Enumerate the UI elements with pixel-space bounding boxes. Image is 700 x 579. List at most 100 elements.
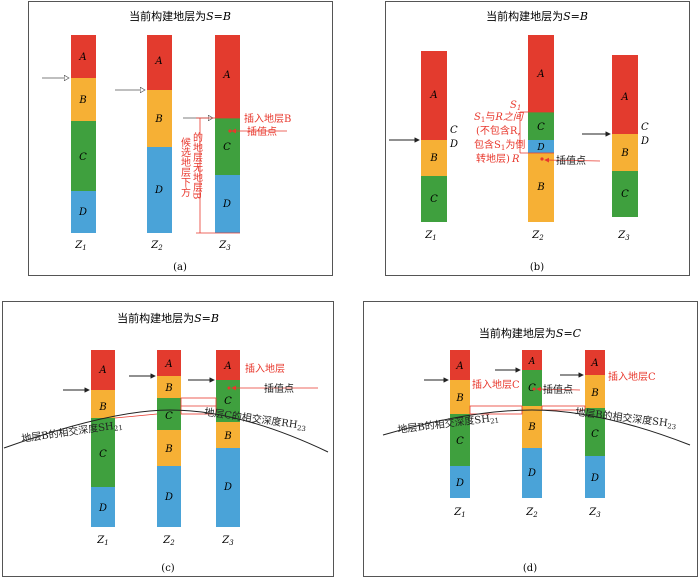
layer-A xyxy=(157,350,181,376)
layer-label: B xyxy=(455,393,463,404)
candidate-text-col1: 候选地层下方 xyxy=(179,136,191,198)
layer-label: D xyxy=(164,492,173,503)
column-label: Z2 xyxy=(162,535,175,547)
layer-C xyxy=(215,118,240,175)
layer-D xyxy=(216,448,240,527)
layer-label: C xyxy=(79,152,87,163)
insert-layer-label: 插入地层B xyxy=(244,112,291,125)
panel-b-title: 当前构建地层为S=B xyxy=(486,9,588,23)
candidate-text-col2: 的地层无地层B xyxy=(191,131,203,200)
layer-label: B xyxy=(536,182,544,193)
svg-text:包含S1为倒: 包含S1为倒 xyxy=(474,138,525,152)
layer-label: C xyxy=(165,411,173,422)
panel-d: 当前构建地层为S=C A B C D Z1 A C B D Z2 xyxy=(382,326,691,574)
layer-label: D xyxy=(78,207,87,218)
layer-C xyxy=(91,418,115,487)
s1-label: S1 xyxy=(510,100,521,112)
layer-C xyxy=(157,398,181,430)
layer-label: A xyxy=(223,361,231,372)
interp-label: 插值点 xyxy=(543,383,573,396)
layer-D xyxy=(147,147,172,233)
column-label: Z3 xyxy=(221,535,234,547)
layer-C xyxy=(528,112,554,140)
interp-point xyxy=(227,386,231,390)
layer-label: A xyxy=(78,52,86,63)
interp-label: 插值点 xyxy=(264,382,294,395)
layer-label: B xyxy=(620,148,628,159)
panel-b-caption: (b) xyxy=(530,262,544,273)
layer-B xyxy=(91,390,115,418)
column-label: Z2 xyxy=(150,240,163,252)
column-label: Z3 xyxy=(617,230,630,242)
interp-label: 插值点 xyxy=(556,154,586,167)
panel-d-column-z1: A B C D Z1 xyxy=(424,350,470,519)
panel-c: 当前构建地层为S=B A B C D Z1 A B C B D xyxy=(3,311,329,574)
interp-point xyxy=(540,157,544,161)
layer-B xyxy=(585,375,605,408)
layer-A xyxy=(585,350,605,375)
side-label: C xyxy=(641,122,649,133)
layer-label: A xyxy=(164,359,172,370)
layer-C xyxy=(450,414,470,466)
layer-label: C xyxy=(430,194,438,205)
layer-A xyxy=(522,350,542,370)
panel-a: 当前构建地层为S=B A B C D Z1 A B D Z2 xyxy=(42,9,291,273)
layer-A xyxy=(421,51,447,140)
layer-label: C xyxy=(456,436,464,447)
layer-D xyxy=(215,175,240,233)
column-label: Z3 xyxy=(218,240,231,252)
r-label: R xyxy=(511,154,520,165)
layer-A xyxy=(216,350,240,380)
layer-B xyxy=(421,140,447,176)
layer-label: B xyxy=(164,383,172,394)
layer-label: C xyxy=(223,142,231,153)
layer-C xyxy=(585,408,605,456)
panel-c-caption: (c) xyxy=(161,563,175,574)
panel-a-caption: (a) xyxy=(173,262,187,273)
layer-label: A xyxy=(528,357,536,367)
layer-label: D xyxy=(527,468,536,479)
panel-c-column-z2: A B C B D Z2 xyxy=(129,350,181,547)
panel-d-caption: (d) xyxy=(523,563,537,574)
layer-label: D xyxy=(154,185,163,196)
column-label: Z1 xyxy=(96,535,108,547)
layer-label: B xyxy=(154,114,162,125)
panel-a-annotations: 插入地层B 插值点 候选地层下方 的地层无地层B xyxy=(179,112,291,234)
insert-layer-label: 插入地层 xyxy=(245,362,285,375)
layer-B xyxy=(157,430,181,466)
layer-B xyxy=(157,376,181,398)
layer-C xyxy=(421,176,447,222)
interp-point xyxy=(532,387,536,391)
layer-C xyxy=(612,171,638,217)
layer-B xyxy=(71,78,96,121)
layer-D xyxy=(522,448,542,498)
panel-c-column-z1: A B C D Z1 xyxy=(63,350,115,547)
layer-label: A xyxy=(455,361,463,372)
column-label: Z1 xyxy=(74,240,86,252)
panel-a-title: 当前构建地层为S=B xyxy=(129,9,231,23)
layer-label: B xyxy=(590,388,598,399)
layer-A xyxy=(71,35,96,78)
layer-A xyxy=(612,55,638,134)
interp-arrow xyxy=(544,157,601,163)
panel-a-column-z2: A B D Z2 xyxy=(115,35,172,252)
layer-B xyxy=(528,153,554,222)
panel-b-annotations: S1 R S1与R之间 (不包含R, 包含S1为倒 转地层) 插值点 xyxy=(474,100,601,167)
column-label: Z1 xyxy=(424,230,436,242)
layer-label: A xyxy=(590,358,598,369)
layer-D xyxy=(71,191,96,233)
layer-B xyxy=(147,90,172,147)
layer-D xyxy=(91,487,115,527)
svg-text:(不包含R,: (不包含R, xyxy=(476,124,521,137)
layer-A xyxy=(450,350,470,380)
layer-label: A xyxy=(222,70,230,81)
layer-label: C xyxy=(621,189,629,200)
layer-label: D xyxy=(590,473,599,484)
panel-b-column-z3: A B C C D Z3 xyxy=(582,55,649,242)
layer-label: B xyxy=(164,444,172,455)
layer-D xyxy=(528,140,554,153)
panel-b-column-z2: A C D B Z2 xyxy=(528,35,554,242)
layer-D xyxy=(157,466,181,527)
intersect-box-right xyxy=(541,405,586,411)
